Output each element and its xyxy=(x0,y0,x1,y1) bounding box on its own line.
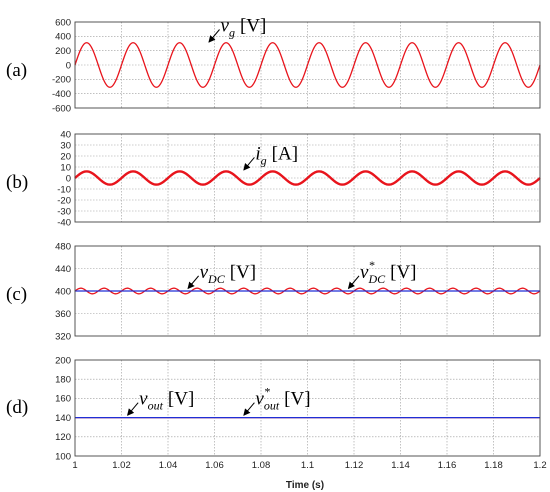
y-tick-label: -40 xyxy=(57,217,71,228)
y-tick-label: 180 xyxy=(55,375,71,386)
y-tick-label: 160 xyxy=(55,394,71,405)
annotation-symbol: v xyxy=(221,16,230,37)
x-tick-label: 1.02 xyxy=(112,460,131,471)
annotation-label: ig [A] xyxy=(255,143,298,167)
annotation-unit: [V] xyxy=(240,16,266,37)
y-tick-label: 40 xyxy=(60,129,71,140)
annotation-symbol: v xyxy=(255,389,264,410)
x-tick-label: 1.2 xyxy=(533,460,546,471)
annotation-arrow xyxy=(243,157,255,171)
x-axis-label: Time (s) xyxy=(286,480,324,491)
annotation-superscript: * xyxy=(368,258,374,272)
y-tick-label: 480 xyxy=(55,241,71,252)
series-0-red-line xyxy=(74,42,541,88)
panel-label-b: (b) xyxy=(6,172,28,193)
annotation-symbol: v xyxy=(360,262,369,283)
annotation-arrow xyxy=(187,275,199,290)
x-tick-label: 1.14 xyxy=(391,460,410,471)
annotation-arrow xyxy=(127,402,139,416)
annotation-arrow xyxy=(208,29,220,43)
annotation-subscript: g xyxy=(261,153,267,167)
y-tick-label: 0 xyxy=(66,173,71,184)
annotation-unit: [V] xyxy=(284,389,310,410)
annotation-symbol: v xyxy=(139,389,148,410)
annotation-superscript: * xyxy=(264,385,270,399)
annotation-label: vg [V] xyxy=(221,16,267,40)
panel-a: 600 400 200 0 -200 -400 -600 vg [V] xyxy=(52,16,541,114)
y-tick-label: -20 xyxy=(57,195,71,206)
y-tick-label: -600 xyxy=(52,103,71,114)
y-tick-label: 360 xyxy=(55,309,71,320)
annotation-label: vout [V] xyxy=(139,389,194,413)
annotation-unit: [V] xyxy=(230,262,256,283)
x-tick-label: 1.16 xyxy=(438,460,457,471)
y-tick-label: 400 xyxy=(55,286,71,297)
y-tick-label: 30 xyxy=(60,140,71,151)
y-tick-label: -400 xyxy=(52,89,71,100)
y-tick-label: 200 xyxy=(55,355,71,366)
annotation-subscript: DC xyxy=(207,272,226,286)
y-tick-label: 120 xyxy=(55,432,71,443)
plot-frame xyxy=(74,245,541,337)
x-tick-label: 1.08 xyxy=(252,460,271,471)
annotation-symbol: v xyxy=(200,262,209,283)
y-tick-label: 140 xyxy=(55,413,71,424)
series-0-red-line xyxy=(74,170,541,186)
y-tick-label: 440 xyxy=(55,264,71,275)
annotation-label: v* out [V] xyxy=(255,385,310,413)
panel-label-a: (a) xyxy=(6,60,27,81)
annotation-unit: [A] xyxy=(272,143,298,164)
annotation-label: v* DC [V] xyxy=(360,258,417,286)
annotation-arrow xyxy=(243,402,255,416)
annotation-subscript: out xyxy=(148,399,164,413)
x-tick-label: 1 xyxy=(72,460,77,471)
annotation-subscript: out xyxy=(264,399,280,413)
y-tick-label: 10 xyxy=(60,162,71,173)
x-tick-label: 1.1 xyxy=(301,460,314,471)
y-tick-label: 200 xyxy=(55,46,71,57)
annotation-subscript: g xyxy=(229,26,235,40)
annotation-unit: [V] xyxy=(168,389,194,410)
panel-label-c: (c) xyxy=(6,284,27,305)
y-tick-label: 400 xyxy=(55,32,71,43)
x-tick-label: 1.04 xyxy=(159,460,178,471)
plot-frame xyxy=(74,359,541,457)
x-tick-label: 1.06 xyxy=(205,460,224,471)
y-tick-label: 600 xyxy=(55,17,71,28)
annotation-arrow xyxy=(347,275,360,290)
plot-frame xyxy=(74,133,541,223)
y-tick-label: 100 xyxy=(55,451,71,462)
y-tick-label: -10 xyxy=(57,184,71,195)
annotation-label: vDC [V] xyxy=(200,262,257,286)
annotation-subscript: DC xyxy=(367,272,386,286)
y-tick-label: -200 xyxy=(52,75,71,86)
y-tick-label: 20 xyxy=(60,151,71,162)
annotation-unit: [V] xyxy=(390,262,416,283)
y-tick-label: 0 xyxy=(66,60,71,71)
x-tick-label: 1.12 xyxy=(345,460,364,471)
x-tick-label: 1.18 xyxy=(484,460,503,471)
panel-label-d: (d) xyxy=(6,397,28,418)
y-tick-label: 320 xyxy=(55,331,71,342)
annotation-symbol: i xyxy=(255,143,260,164)
y-tick-label: -30 xyxy=(57,206,71,217)
plot-frame xyxy=(74,21,541,109)
